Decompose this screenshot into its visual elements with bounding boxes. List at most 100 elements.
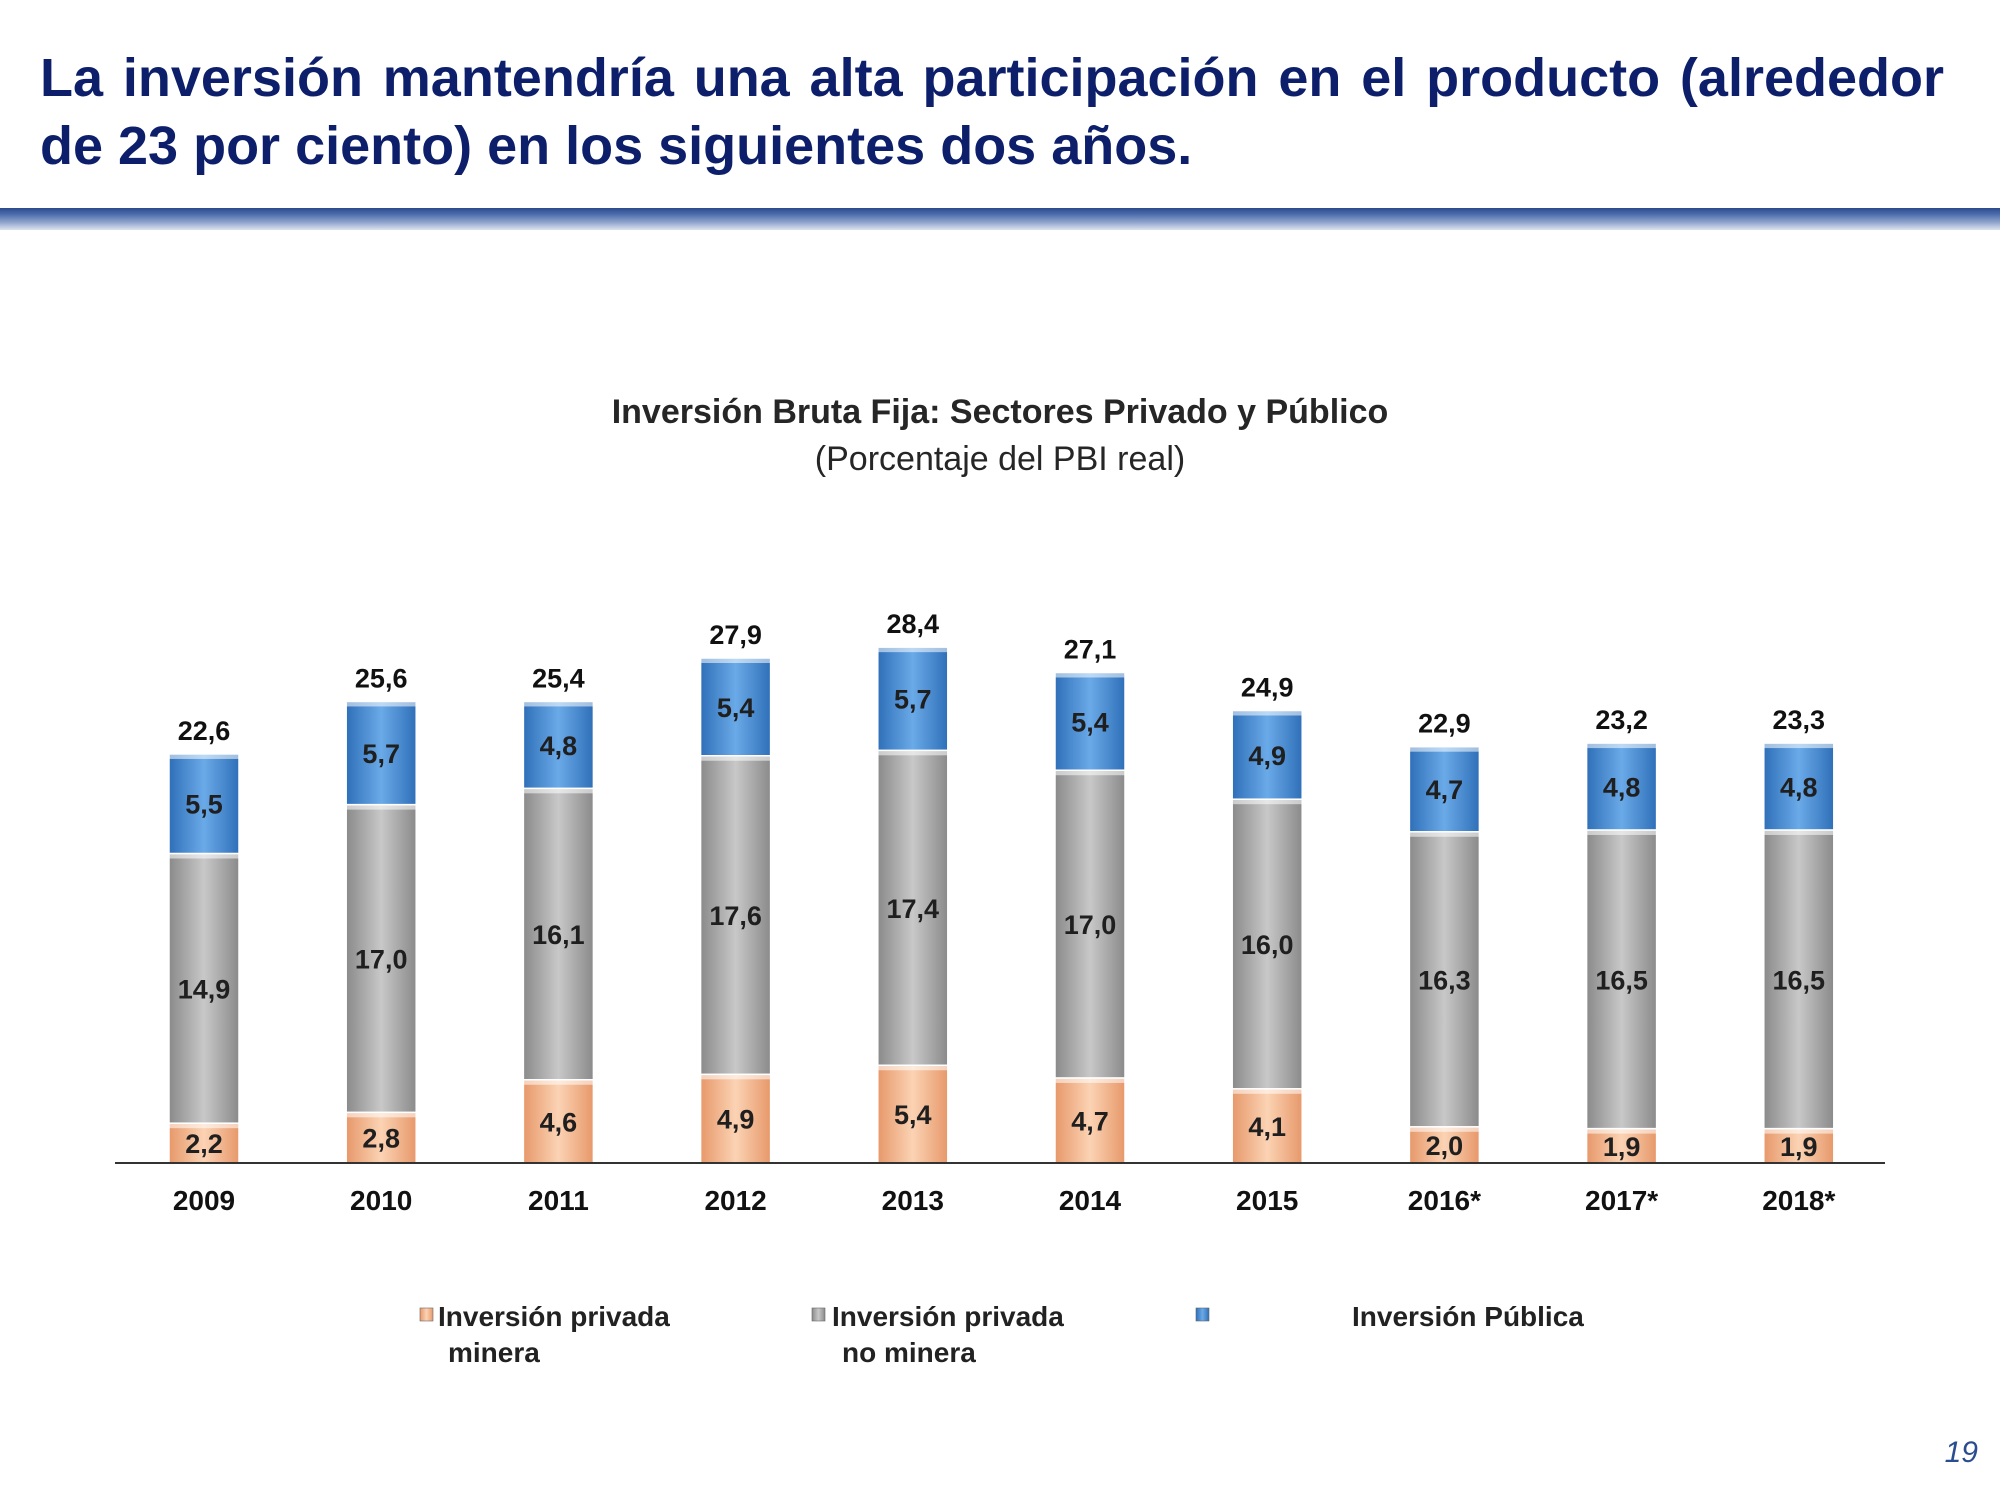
bar-segment-cap xyxy=(169,853,239,859)
data-label-publica-2018: 4,8 xyxy=(1780,773,1818,803)
bar-segment-cap xyxy=(877,1065,948,1071)
legend-label-minera-line2: minera xyxy=(448,1337,540,1368)
legend-label-minera: Inversión privada xyxy=(438,1301,670,1332)
bar-segment-cap xyxy=(1055,1077,1125,1083)
bar-segment-cap xyxy=(1409,746,1480,752)
total-label-2013: 28,4 xyxy=(887,609,940,639)
data-label-publica-2009: 5,5 xyxy=(185,790,223,820)
x-tick-label-2009: 2009 xyxy=(173,1185,235,1216)
bar-segment-cap xyxy=(700,658,771,664)
bar-segment-minera-2009 xyxy=(168,1122,240,1164)
bar-segment-cap xyxy=(1763,829,1834,835)
bar-segment-cap xyxy=(1055,672,1125,678)
bar-segment-no-minera-2010 xyxy=(345,803,417,1114)
bar-segment-cap xyxy=(1232,1088,1303,1094)
bar-segment-publica-2011 xyxy=(522,700,595,790)
legend-marker-publica xyxy=(1195,1307,1210,1322)
bar-segment-no-minera-2013 xyxy=(877,749,949,1067)
bar-segment-minera-2013 xyxy=(877,1064,949,1164)
chart-subtitle: (Porcentaje del PBI real) xyxy=(815,440,1185,478)
bar-segment-minera-2016 xyxy=(1408,1126,1481,1164)
data-label-minera-2016: 2,0 xyxy=(1426,1131,1464,1161)
bar-segment-no-minera-2016 xyxy=(1408,831,1481,1128)
chart-title: Inversión Bruta Fija: Sectores Privado y… xyxy=(612,393,1389,431)
data-label-minera-2018: 1,9 xyxy=(1780,1132,1818,1162)
total-label-2010: 25,6 xyxy=(355,663,408,693)
total-label-2011: 25,4 xyxy=(532,663,585,693)
bar-segment-cap xyxy=(1409,1126,1480,1132)
bar-segment-publica-2017 xyxy=(1585,742,1658,831)
bar-segment-publica-2009 xyxy=(168,753,240,855)
bar-segment-cap xyxy=(1763,743,1834,749)
x-tick-label-2017: 2017* xyxy=(1585,1185,1658,1216)
legend-marker-minera xyxy=(419,1307,434,1322)
data-label-minera-2017: 1,9 xyxy=(1603,1132,1641,1162)
bar-segment-no-minera-2011 xyxy=(522,787,595,1081)
data-label-no-minera-2014: 17,0 xyxy=(1064,910,1117,940)
legend-label-no-minera-line2: no minera xyxy=(842,1337,976,1368)
bar-segment-cap xyxy=(1586,743,1657,749)
bar-segment-cap xyxy=(169,1123,239,1129)
total-label-2016: 22,9 xyxy=(1418,709,1471,739)
total-label-2009: 22,6 xyxy=(178,716,231,746)
x-tick-label-2012: 2012 xyxy=(704,1185,766,1216)
legend-label-no-minera: Inversión privada xyxy=(832,1301,1064,1332)
data-label-no-minera-2017: 16,5 xyxy=(1595,965,1648,995)
bars-layer: 2,2 14,9 5,5 22,6 2,8 17,0 5,7 25,6 4,6 16,1 4,8 25… xyxy=(168,609,1835,1164)
bar-segment-publica-2010 xyxy=(345,700,417,806)
bar-segment-minera-2018 xyxy=(1763,1127,1835,1164)
total-label-2018: 23,3 xyxy=(1773,705,1826,735)
bar-segment-no-minera-2009 xyxy=(168,852,240,1124)
total-label-2017: 23,2 xyxy=(1595,705,1648,735)
bar-segment-publica-2015 xyxy=(1231,709,1303,800)
bar-segment-cap xyxy=(523,701,594,707)
data-label-publica-2016: 4,7 xyxy=(1426,775,1464,805)
data-label-publica-2011: 4,8 xyxy=(540,731,578,761)
bar-segment-cap xyxy=(1055,770,1125,776)
legend-label-publica: Inversión Pública xyxy=(1352,1301,1584,1332)
data-label-minera-2012: 4,9 xyxy=(717,1105,755,1135)
bar-segment-publica-2014 xyxy=(1054,671,1126,771)
data-label-publica-2012: 5,4 xyxy=(717,693,755,723)
data-label-minera-2015: 4,1 xyxy=(1248,1112,1286,1142)
total-label-2012: 27,9 xyxy=(709,620,762,650)
legend: Inversión privada minera Inversión privada… xyxy=(419,1301,1584,1368)
data-label-publica-2017: 4,8 xyxy=(1603,773,1641,803)
bar-segment-cap xyxy=(523,788,594,794)
bar-segment-cap xyxy=(877,647,948,653)
bar-segment-cap xyxy=(700,755,771,761)
page-number: 19 xyxy=(1944,1436,1978,1469)
data-label-no-minera-2010: 17,0 xyxy=(355,944,408,974)
bar-segment-cap xyxy=(1232,710,1303,716)
data-label-no-minera-2013: 17,4 xyxy=(887,894,940,924)
data-label-no-minera-2015: 16,0 xyxy=(1241,930,1294,960)
bar-segment-no-minera-2015 xyxy=(1231,798,1303,1090)
bar-segment-publica-2012 xyxy=(699,657,772,757)
data-label-no-minera-2018: 16,5 xyxy=(1773,965,1826,995)
bar-segment-cap xyxy=(169,753,239,759)
data-label-minera-2013: 5,4 xyxy=(894,1100,932,1130)
bar-segment-minera-2014 xyxy=(1054,1077,1126,1164)
data-label-minera-2010: 2,8 xyxy=(362,1124,400,1154)
bar-segment-cap xyxy=(523,1079,594,1085)
x-tick-label-2010: 2010 xyxy=(350,1185,412,1216)
bar-segment-cap xyxy=(700,1074,771,1080)
data-label-minera-2014: 4,7 xyxy=(1071,1106,1109,1136)
data-label-no-minera-2009: 14,9 xyxy=(178,974,231,1004)
x-tick-label-2018: 2018* xyxy=(1762,1185,1835,1216)
data-label-no-minera-2011: 16,1 xyxy=(532,920,585,950)
data-label-publica-2013: 5,7 xyxy=(894,685,932,715)
data-label-publica-2010: 5,7 xyxy=(362,739,400,769)
data-label-publica-2014: 5,4 xyxy=(1071,707,1109,737)
total-label-2014: 27,1 xyxy=(1064,634,1117,664)
bar-segment-cap xyxy=(1763,1128,1834,1134)
legend-marker-no-minera xyxy=(811,1307,826,1322)
data-label-no-minera-2012: 17,6 xyxy=(709,901,762,931)
bar-segment-cap xyxy=(346,804,417,810)
x-tick-label-2016: 2016* xyxy=(1408,1185,1481,1216)
bar-segment-minera-2015 xyxy=(1231,1088,1303,1164)
x-tick-label-2011: 2011 xyxy=(528,1185,589,1216)
bar-segment-no-minera-2018 xyxy=(1763,829,1835,1130)
data-label-minera-2011: 4,6 xyxy=(540,1107,578,1137)
bar-segment-cap xyxy=(346,701,417,707)
